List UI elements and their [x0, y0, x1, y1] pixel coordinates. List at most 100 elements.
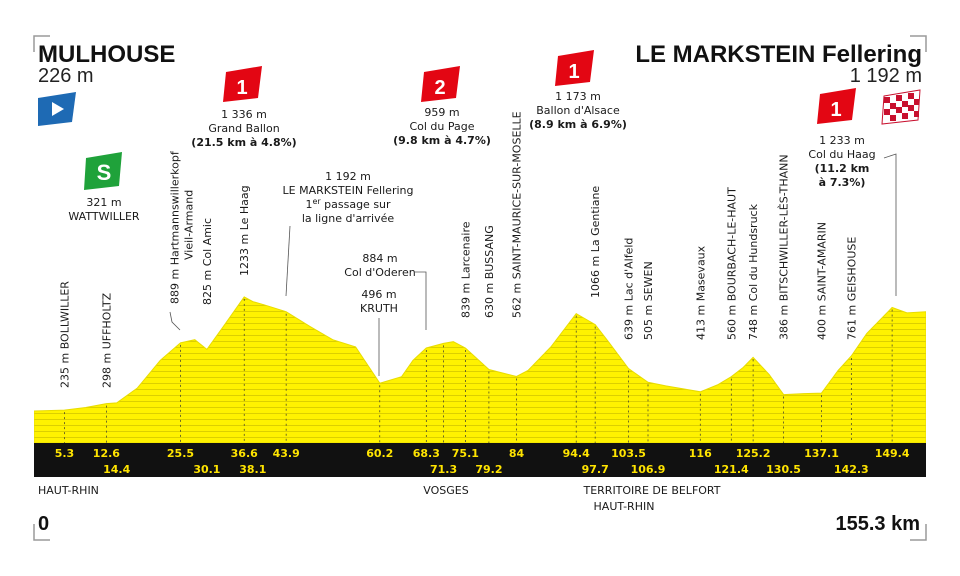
col-d-oderen-label: 884 m Col d'Oderen — [344, 252, 415, 279]
km-tick-label: 60.2 — [366, 447, 393, 460]
climb-name: Col du Haag — [808, 148, 875, 161]
passage-ordinal: 1 — [305, 198, 312, 211]
waypoint-label: 839 m Larcenaire — [459, 221, 472, 318]
oderen-altitude: 884 m — [362, 252, 397, 265]
climb-name: Ballon d'Alsace — [536, 104, 620, 117]
first-passage-label: 1 192 m LE MARKSTEIN Fellering 1er passa… — [283, 170, 414, 225]
finish-altitude: 1 192 m — [850, 65, 922, 87]
haag-leader — [883, 153, 897, 296]
sprint-altitude: 321 m — [86, 196, 121, 209]
climb-stats: (9.8 km à 4.7%) — [393, 134, 491, 147]
km-tick-label: 94.4 — [563, 447, 590, 460]
waypoint-label: 562 m SAINT-MAURICE-SUR-MOSELLE — [510, 111, 523, 318]
waypoint-label: 889 m Hartmannswillerkopf — [168, 150, 181, 304]
km-tick-label: 149.4 — [875, 447, 910, 460]
km-tick-label: 103.5 — [611, 447, 646, 460]
km-tick-label: 84 — [509, 447, 525, 460]
region-territoire-de-belfort: TERRITOIRE DE BELFORT — [582, 484, 720, 497]
waypoint-label: 1066 m La Gentiane — [589, 186, 602, 298]
waypoint-label: 748 m Col du Hundsruck — [747, 203, 760, 340]
km-tick-label: 36.6 — [231, 447, 258, 460]
km-tick-label: 25.5 — [167, 447, 194, 460]
passage-name: LE MARKSTEIN Fellering — [283, 184, 414, 197]
climb-altitude: 1 173 m — [555, 90, 601, 103]
climb-col-du-page: 2 959 m Col du Page (9.8 km à 4.7%) — [393, 66, 491, 147]
km-tick-label: 125.2 — [736, 447, 771, 460]
sprint-name: WATTWILLER — [68, 210, 140, 223]
climb-stats: (11.2 km — [815, 162, 870, 175]
km-tick-label: 106.9 — [631, 463, 666, 476]
km-tick-label: 121.4 — [714, 463, 749, 476]
waypoint-label: 639 m Lac d'Alfeld — [622, 238, 635, 340]
start-altitude: 226 m — [38, 65, 94, 87]
passage-note-2: la ligne d'arrivée — [302, 212, 395, 225]
waypoint-drop-lines — [64, 298, 893, 443]
climb-altitude: 959 m — [424, 106, 459, 119]
km-tick-label: 12.6 — [93, 447, 120, 460]
start-flag-icon — [38, 92, 76, 126]
waypoint-label: 761 m GEISHOUSE — [845, 237, 858, 340]
km-tick-label: 130.5 — [766, 463, 801, 476]
passage-note: 1er passage sur — [305, 197, 391, 211]
finish-name: LE MARKSTEIN Fellering — [635, 41, 922, 68]
km-ticks: 5.3 12.6 25.5 36.6 43.9 60.2 68.3 75.1 84 94.4 103… — [55, 447, 910, 476]
waypoint-label: 825 m Col Amic — [201, 218, 214, 305]
waypoint-label: 505 m SEWEN — [642, 261, 655, 340]
climb-stats: (8.9 km à 6.9%) — [529, 118, 627, 131]
km-tick-label: 97.7 — [582, 463, 609, 476]
climb-col-du-haag: 1 1 233 m Col du Haag (11.2 km à 7.3%) — [808, 88, 876, 189]
kruth-name: KRUTH — [360, 302, 398, 315]
waypoint-label: 298 m UFFHOLTZ — [100, 292, 113, 388]
region-haut-rhin-2: HAUT-RHIN — [594, 500, 655, 513]
climb-category: 1 — [830, 99, 841, 121]
start-km: 0 — [38, 513, 49, 535]
hartmann-leader — [169, 311, 181, 331]
waypoint-labels: 235 m BOLLWILLER 298 m UFFHOLTZ 889 m Hart… — [58, 111, 858, 388]
climb-stats: (21.5 km à 4.8%) — [191, 136, 296, 149]
waypoint-label: 235 m BOLLWILLER — [58, 281, 71, 388]
sprint-marker: S 321 m WATTWILLER — [68, 152, 140, 223]
start-name: MULHOUSE — [38, 41, 175, 68]
passage-note-1: passage sur — [321, 198, 391, 211]
climb-altitude: 1 336 m — [221, 108, 267, 121]
climb-name: Grand Ballon — [208, 122, 279, 135]
km-tick-label: 5.3 — [55, 447, 75, 460]
climb-grand-ballon: 1 1 336 m Grand Ballon (21.5 km à 4.8%) — [191, 66, 297, 149]
waypoint-label: 400 m SAINT-AMARIN — [815, 222, 828, 340]
climb-category: 2 — [434, 77, 445, 99]
sprint-badge-text: S — [97, 160, 112, 185]
waypoint-label: 413 m Masevaux — [694, 245, 707, 340]
climb-stats-2: à 7.3%) — [819, 176, 866, 189]
oderen-name: Col d'Oderen — [344, 266, 415, 279]
waypoint-label-line2: Vieil-Armand — [182, 190, 195, 260]
waypoint-label: 386 m BITSCHWILLER-LÈS-THANN — [778, 154, 791, 340]
total-distance: 155.3 km — [835, 513, 920, 535]
kruth-label: 496 m KRUTH — [360, 288, 398, 315]
climb-name: Col du Page — [409, 120, 474, 133]
km-tick-label: 79.2 — [475, 463, 502, 476]
climb-category: 1 — [568, 61, 579, 83]
waypoint-label: 560 m BOURBACH-LE-HAUT — [725, 187, 738, 340]
km-tick-label: 38.1 — [239, 463, 266, 476]
km-strip — [34, 443, 926, 477]
finish-flag-icon — [881, 89, 921, 125]
climb-ballon-d-alsace: 1 1 173 m Ballon d'Alsace (8.9 km à 6.9%… — [529, 50, 627, 131]
km-tick-label: 68.3 — [413, 447, 440, 460]
waypoint-label: 630 m BUSSANG — [483, 225, 496, 318]
passage-leader — [285, 225, 291, 297]
kruth-altitude: 496 m — [361, 288, 396, 301]
km-tick-label: 142.3 — [834, 463, 869, 476]
oderen-leader — [414, 271, 427, 330]
km-tick-label: 30.1 — [193, 463, 220, 476]
waypoint-label: 1233 m Le Haag — [238, 185, 251, 276]
km-tick-label: 116 — [689, 447, 712, 460]
region-vosges: VOSGES — [423, 484, 468, 497]
climb-altitude: 1 233 m — [819, 134, 865, 147]
region-haut-rhin: HAUT-RHIN — [38, 484, 99, 497]
km-tick-label: 137.1 — [804, 447, 839, 460]
km-tick-label: 75.1 — [452, 447, 479, 460]
passage-ordinal-suffix: er — [312, 197, 321, 206]
km-tick-label: 71.3 — [430, 463, 457, 476]
km-tick-label: 14.4 — [103, 463, 130, 476]
